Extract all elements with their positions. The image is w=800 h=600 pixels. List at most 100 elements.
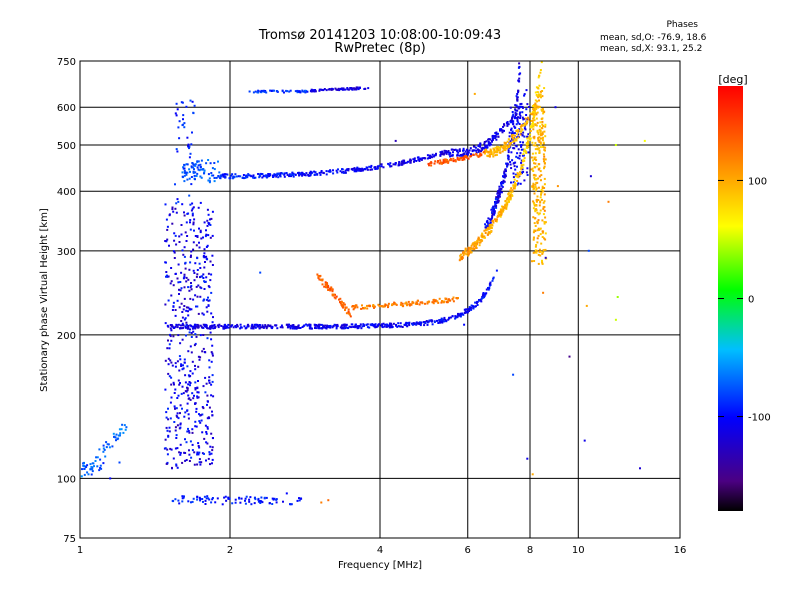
f2-x-trace-point <box>338 298 340 301</box>
spread-f-point <box>197 206 200 209</box>
spread-f-point <box>203 298 205 301</box>
spread-f-point <box>165 411 168 414</box>
e-layer-point <box>199 499 202 502</box>
f-multihop-o-point <box>183 174 186 177</box>
spread-f-point <box>187 413 190 416</box>
f-multihop-o-point <box>261 176 264 179</box>
f2-o-trace-point <box>518 154 521 157</box>
f2-o-trace-point <box>433 321 436 323</box>
f2-x-trace-point <box>373 306 375 309</box>
f-multihop-o-point <box>477 145 480 148</box>
f-multihop-o-point <box>434 154 436 157</box>
f2-x-trace-point <box>534 142 537 145</box>
f-multihop-x-point <box>534 102 537 105</box>
f-multihop-o-point <box>469 147 472 150</box>
f2-x-trace-point <box>525 143 528 145</box>
f-multihop-x-point <box>515 130 518 133</box>
f-multihop-o-point <box>514 111 517 114</box>
low-freq-point <box>82 462 85 465</box>
spread-f-point <box>211 344 214 347</box>
f2-x-trace-point <box>466 251 469 254</box>
f2-o-trace-point <box>388 322 391 325</box>
low-freq-point <box>117 437 120 440</box>
f-multihop-o-point <box>435 152 437 155</box>
f2-x-trace-point <box>538 229 541 231</box>
f2-x-trace-point <box>532 170 535 172</box>
f2-o-trace-point <box>196 323 199 326</box>
f-multihop-o-point <box>194 163 197 166</box>
f2-o-trace-point <box>510 181 512 184</box>
f2-o-trace-point <box>519 182 522 185</box>
f-multihop-x-point <box>489 149 492 152</box>
f2-x-trace-point <box>532 159 534 162</box>
f-multihop-o-point <box>243 177 245 180</box>
spread-f-point <box>174 426 177 429</box>
f-multihop-o-point <box>181 171 184 174</box>
f2-o-trace-point <box>521 116 524 119</box>
f2-x-trace-point <box>533 203 536 206</box>
spread-f-point <box>207 296 209 299</box>
spread-f-point <box>193 451 196 454</box>
spread-f-point <box>205 432 208 435</box>
spread-f-point <box>176 360 179 363</box>
isolated-point <box>614 144 617 146</box>
spread-f-point <box>188 431 191 434</box>
f2-o-trace-point <box>512 123 515 126</box>
f2-o-trace-point <box>361 325 364 328</box>
spread-f-point <box>183 122 186 125</box>
f2-o-trace-point <box>192 326 195 328</box>
f2-x-trace-point <box>534 162 537 165</box>
f-multihop-x-point <box>529 112 532 115</box>
f-multihop-o-point <box>382 166 385 169</box>
f-multihop-o-point <box>485 140 488 143</box>
f2-x-trace-point <box>535 113 538 116</box>
f2-x-trace-point <box>541 185 544 188</box>
spread-f-point <box>179 281 182 283</box>
f-multihop-o-point <box>511 111 514 113</box>
f2-x-trace-point <box>510 191 513 194</box>
low-freq-point <box>108 446 111 449</box>
f2-x-trace-point <box>531 141 534 144</box>
low-freq-point <box>93 465 95 468</box>
f2-x-trace-point <box>344 309 346 311</box>
f-multihop-o-point <box>208 177 211 180</box>
f2-x-trace-point <box>534 249 537 252</box>
f-multihop-o-point <box>501 131 504 134</box>
low-freq-point <box>102 444 105 447</box>
f2-o-trace-point <box>513 142 516 144</box>
f-multihop-o-point <box>376 167 379 170</box>
spread-f-point <box>183 358 186 361</box>
spread-f-point <box>185 105 188 108</box>
f2-x-trace-point <box>522 159 525 162</box>
f2-o-trace-point <box>503 176 506 179</box>
f2-x-trace-point <box>538 74 541 77</box>
f2-o-trace-point <box>481 296 484 299</box>
f2-x-trace-point <box>477 238 480 241</box>
spread-f-point <box>204 424 207 427</box>
spread-f-point <box>177 263 180 266</box>
f-multihop-o-point <box>515 113 518 116</box>
f2-o-trace-point <box>503 170 506 173</box>
f-multihop-o-point <box>511 115 514 118</box>
low-freq-point <box>86 471 89 474</box>
spread-f-point <box>198 420 201 423</box>
f2-o-trace-point <box>507 151 510 154</box>
f2-o-trace-point <box>331 326 334 329</box>
f2-x-trace-point <box>530 168 533 171</box>
spread-f-point <box>188 331 191 334</box>
f2-x-trace-point <box>531 120 534 122</box>
f-multihop-o-point <box>283 172 286 175</box>
f2-x-trace-point <box>534 183 537 186</box>
spread-f-point <box>174 309 177 311</box>
f-multihop-x-point <box>493 151 496 154</box>
colorbar-tick-label: 100 <box>748 176 767 187</box>
f2-x-trace-point <box>533 222 536 225</box>
f-multihop-o-point <box>465 148 468 151</box>
spread-f-point <box>175 211 178 214</box>
f-multihop-x-point <box>449 158 452 161</box>
x-tick-label: 8 <box>527 545 533 556</box>
f2-x-trace-point <box>536 222 539 225</box>
spread-f-point <box>191 431 194 434</box>
isolated-point <box>544 256 547 259</box>
f2-x-trace-point <box>543 209 546 212</box>
